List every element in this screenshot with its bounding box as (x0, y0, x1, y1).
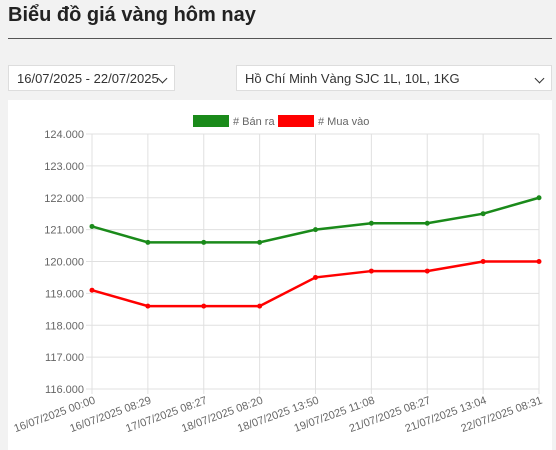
point (201, 239, 207, 245)
point (145, 239, 151, 245)
point (313, 227, 318, 233)
point (536, 259, 542, 264)
date-range: 16/07/2025 - 22/07/2025 (17, 71, 159, 86)
point (257, 303, 263, 309)
point (480, 211, 486, 217)
point (368, 268, 374, 274)
legend-label: # Mua vào (318, 116, 369, 128)
point (89, 287, 95, 293)
location-dropdown[interactable]: Hồ Chí Minh Vàng SJC 1L, 10L, 1KG (236, 65, 552, 91)
y-tick-label: 118.000 (45, 320, 84, 332)
y-tick-label: 120.000 (44, 257, 84, 269)
y-tick-label: 121.000 (44, 225, 84, 237)
legend-swatch (278, 115, 314, 127)
y-tick-label: 119.000 (45, 288, 84, 300)
point (257, 239, 263, 245)
location: Hồ Chí Minh Vàng SJC 1L, 10L, 1KG (245, 71, 460, 86)
y-tick-label: 123.000 (44, 161, 84, 173)
date-dropdown[interactable]: 16/07/2025 - 22/07/2025 (8, 65, 175, 91)
y-tick-label: 117.000 (45, 352, 84, 364)
point (201, 303, 207, 309)
point (424, 220, 430, 226)
y-tick-label: 116.000 (45, 384, 84, 396)
point (480, 259, 486, 264)
point (145, 303, 151, 309)
y-tick-label: 122.000 (44, 193, 84, 205)
y-tick-label: 124.000 (44, 129, 84, 141)
legend-label: # Bán ra (233, 116, 275, 128)
point (313, 274, 318, 280)
point (368, 220, 374, 226)
page-title: Biểu đồ giá vàng hôm nay (8, 4, 256, 26)
point (536, 195, 542, 201)
point (424, 268, 430, 274)
chart-panel (8, 100, 552, 450)
legend-swatch (193, 115, 229, 127)
divider (8, 38, 552, 39)
point (89, 223, 95, 229)
